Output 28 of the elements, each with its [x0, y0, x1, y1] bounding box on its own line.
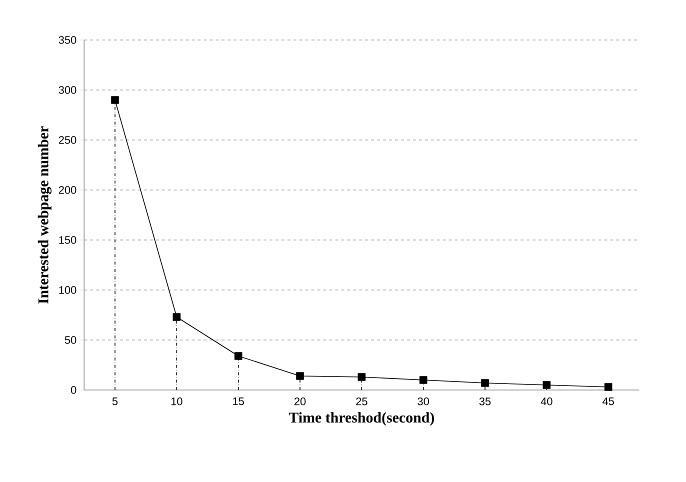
x-tick-label: 35 [479, 398, 491, 406]
point [542, 381, 551, 389]
y-tick-label: 200 [58, 186, 76, 194]
y-tick-label: 150 [59, 236, 76, 244]
y-tick-label: 100 [59, 286, 76, 294]
point [234, 352, 242, 360]
point [481, 379, 489, 387]
y-tick-label: 350 [58, 36, 76, 44]
y-tick-label: 0 [70, 386, 76, 394]
x-tick-label: 15 [233, 398, 244, 406]
x-tick-label: 30 [418, 398, 429, 406]
x-tick-label: 10 [171, 398, 182, 406]
x-axis-title: Time threshod(second) [288, 412, 434, 426]
point [296, 372, 304, 380]
point [604, 383, 612, 391]
x-tick-label: 45 [602, 398, 614, 406]
y-axis-title: Interested webpage number [38, 126, 52, 304]
point [358, 373, 366, 381]
point [111, 96, 119, 104]
point [419, 376, 428, 384]
y-tick-label: 250 [58, 136, 76, 144]
x-tick-label: 5 [112, 398, 118, 406]
x-tick-label: 20 [294, 398, 306, 406]
y-tick-label: 50 [64, 336, 76, 344]
x-tick-label: 25 [356, 398, 368, 406]
x-tick-label: 40 [540, 398, 552, 406]
y-tick-label: 300 [58, 86, 76, 94]
point [172, 313, 181, 321]
